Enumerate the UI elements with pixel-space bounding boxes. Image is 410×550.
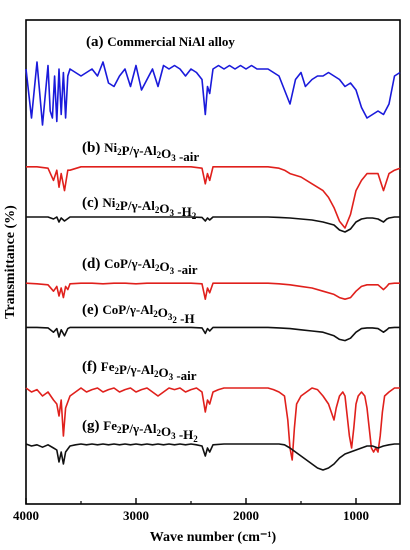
y-axis-label: Transmittance (%) <box>3 205 18 319</box>
series-labels: (a) Commercial NiAl alloy (b) Ni2P/γ-Al2O… <box>82 34 235 444</box>
series-line-b <box>26 166 401 229</box>
series-label-e: (e) CoP/γ-Al2O32 -H <box>82 302 195 326</box>
x-ticks: 4000 3000 2000 1000 <box>13 498 369 523</box>
series-label-f: (f) Fe2P/γ-Al2O3 -air <box>82 359 197 383</box>
series-line-c <box>26 216 400 233</box>
series-label-g: (g) Fe2P/γ-Al2O3 -H2 <box>82 418 198 444</box>
series-line-e <box>26 326 400 342</box>
x-tick-label: 1000 <box>343 508 369 523</box>
x-axis-label: Wave number (cm⁻¹) <box>150 530 277 545</box>
spectra-group <box>25 61 401 471</box>
plot-frame <box>25 19 401 505</box>
series-label-b: (b) Ni2P/γ-Al2O3 -air <box>82 140 199 164</box>
x-tick-label: 3000 <box>123 508 149 523</box>
series-label-c: (c) Ni2P/γ-Al2O3 -H2 <box>82 195 197 221</box>
x-tick-label: 2000 <box>233 508 259 523</box>
series-label-a: (a) Commercial NiAl alloy <box>86 34 235 50</box>
series-line-a <box>25 61 401 126</box>
series-line-d <box>25 282 400 300</box>
series-label-d: (d) CoP/γ-Al2O3 -air <box>82 256 198 277</box>
series-line-g <box>25 443 400 471</box>
series-line-f <box>25 387 400 461</box>
x-tick-label: 4000 <box>13 508 39 523</box>
